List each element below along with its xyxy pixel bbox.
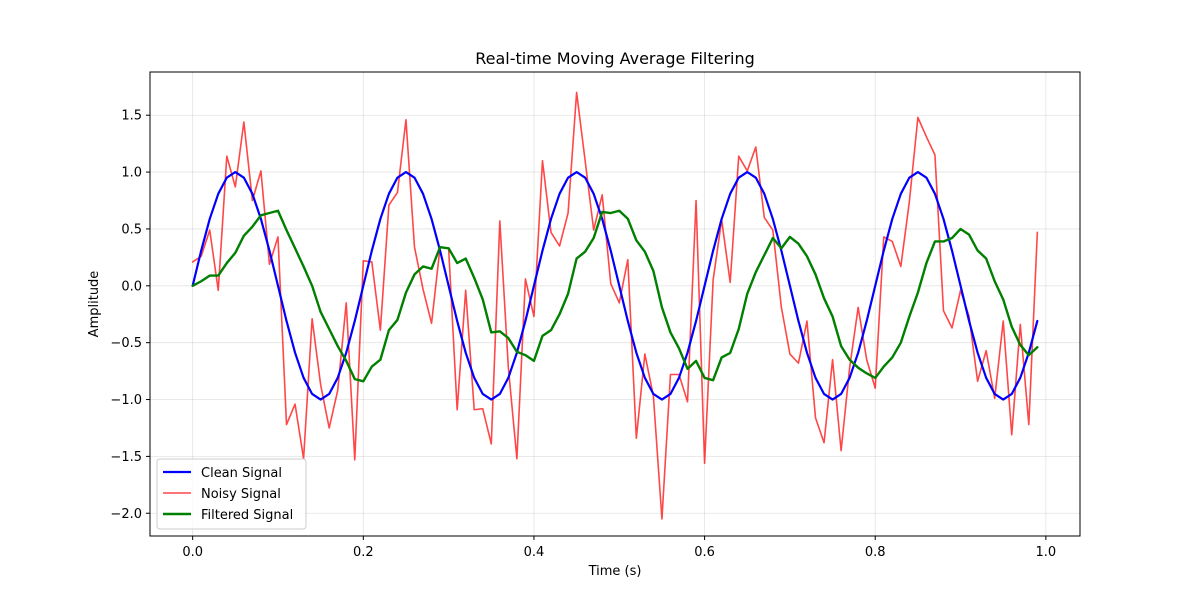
x-tick-label: 0.2 [353,545,374,560]
series-line-noisy-signal [191,91,1039,520]
series-line-clean-signal [191,170,1039,401]
legend-label-filtered-signal: Filtered Signal [201,508,293,523]
x-axis-title: Time (s) [588,564,642,579]
legend-label-noisy-signal: Noisy Signal [201,487,281,502]
legend-box [156,458,307,530]
y-tick-label: −1.0 [110,393,142,408]
x-tick-label: 1.0 [1036,545,1057,560]
plot-frame [149,71,1081,537]
chart-title: Real-time Moving Average Filtering [475,49,755,68]
y-tick-label: −2.0 [110,507,142,522]
y-tick-label: 0.0 [121,279,142,294]
x-tick-label: 0.4 [524,545,545,560]
legend-label-clean-signal: Clean Signal [201,466,282,481]
x-tick-label: 0.6 [694,545,715,560]
y-tick-label: 0.5 [121,222,142,237]
grid [150,72,1080,536]
x-tick-label: 0.8 [865,545,886,560]
x-tick-label: 0.0 [182,545,203,560]
y-tick-label: −0.5 [110,336,142,351]
legend: Clean Signal Noisy Signal Filtered Signa… [156,458,307,530]
ticks: 0.0 0.2 0.4 0.6 0.8 1.0 −2.0 −1.5 −1.0 −0.5 0.0 0.5… [110,109,1056,560]
series-group [191,91,1039,520]
y-tick-label: 1.0 [121,166,142,181]
y-tick-label: −1.5 [110,450,142,465]
y-tick-label: 1.5 [121,109,142,124]
y-axis-title: Amplitude [87,271,102,338]
series-line-filtered-signal [191,209,1039,383]
